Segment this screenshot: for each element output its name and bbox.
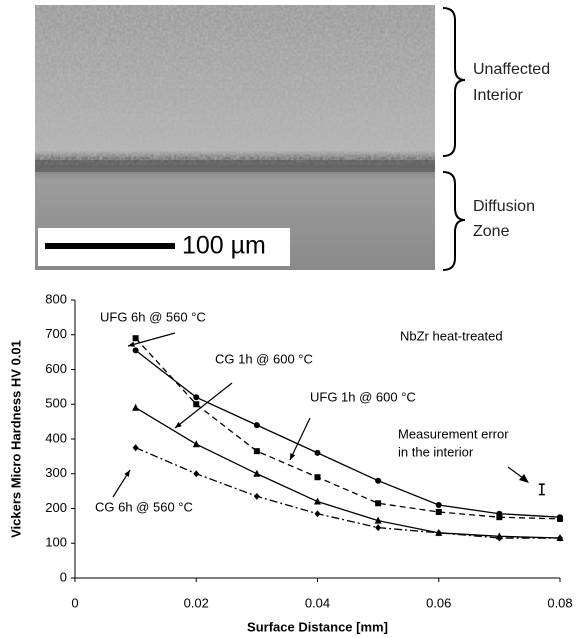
arrow-head <box>290 453 296 460</box>
x-tick-label: 0.08 <box>547 595 572 610</box>
arrow-head <box>175 421 182 428</box>
x-tick-label: 0.02 <box>184 595 209 610</box>
series-line <box>135 349 561 518</box>
annotation: in the interior <box>398 444 474 459</box>
marker <box>435 502 442 509</box>
y-tick-label: 700 <box>45 326 67 341</box>
arrow-head <box>128 341 135 347</box>
y-axis-label: Vickers Micro Hardness HV 0.01 <box>8 340 23 538</box>
marker <box>375 524 382 532</box>
y-tick-label: 800 <box>45 291 67 306</box>
marker <box>132 335 139 342</box>
marker <box>314 474 321 481</box>
y-tick-label: 100 <box>45 535 67 550</box>
marker <box>253 492 260 500</box>
marker <box>435 508 442 515</box>
marker <box>496 534 503 542</box>
marker <box>375 477 382 484</box>
series-label: UFG 6h @ 560 °C <box>100 309 206 324</box>
marker <box>132 347 139 354</box>
arrow-head <box>124 470 130 477</box>
marker <box>557 514 563 521</box>
y-tick-label: 200 <box>45 500 67 515</box>
marker <box>496 510 503 517</box>
marker <box>192 440 200 448</box>
series-label: UFG 1h @ 600 °C <box>310 389 416 404</box>
y-tick-label: 400 <box>45 430 67 445</box>
arrow <box>174 382 233 429</box>
marker <box>375 500 382 507</box>
x-tick-label: 0 <box>71 595 78 610</box>
annotation: NbZr heat-treated <box>400 328 503 343</box>
marker <box>314 510 321 518</box>
region-label: Unaffected <box>473 61 550 78</box>
marker <box>132 444 139 452</box>
y-tick-label: 300 <box>45 465 67 480</box>
region-label: Interior <box>473 87 523 104</box>
micrograph: 100 µm Unaffected Interior Diffusion Zon… <box>35 5 550 271</box>
marker <box>253 469 261 477</box>
arrow <box>127 332 176 347</box>
y-tick-label: 0 <box>60 569 67 584</box>
scale-bar <box>45 243 175 249</box>
brace <box>442 171 466 271</box>
marker <box>193 394 200 401</box>
marker <box>193 470 200 478</box>
region-label: Zone <box>473 223 510 240</box>
series-line <box>135 407 561 539</box>
series-label: CG 6h @ 560 °C <box>95 499 193 514</box>
marker <box>193 401 200 408</box>
marker <box>253 448 260 455</box>
series-label: CG 1h @ 600 °C <box>215 351 313 366</box>
marker <box>314 449 321 456</box>
scale-bar-label: 100 µm <box>182 232 266 260</box>
x-axis-label: Surface Distance [mm] <box>247 619 388 634</box>
marker <box>496 514 503 521</box>
marker <box>314 497 321 505</box>
brace <box>442 7 466 157</box>
region-label: Diffusion <box>473 198 535 215</box>
marker <box>557 534 563 542</box>
arrow <box>289 417 311 461</box>
series-line <box>135 337 561 520</box>
marker <box>253 422 260 429</box>
series-line <box>135 447 560 539</box>
interface <box>35 160 435 172</box>
y-tick-label: 500 <box>45 396 67 411</box>
marker <box>132 403 140 411</box>
marker <box>435 529 442 537</box>
arrow-head <box>519 474 529 483</box>
annotation: Measurement error <box>398 426 509 441</box>
marker <box>374 516 382 524</box>
x-tick-label: 0.06 <box>426 595 451 610</box>
x-tick-label: 0.04 <box>305 595 330 610</box>
y-tick-label: 600 <box>45 361 67 376</box>
micrograph-texture <box>35 5 435 165</box>
